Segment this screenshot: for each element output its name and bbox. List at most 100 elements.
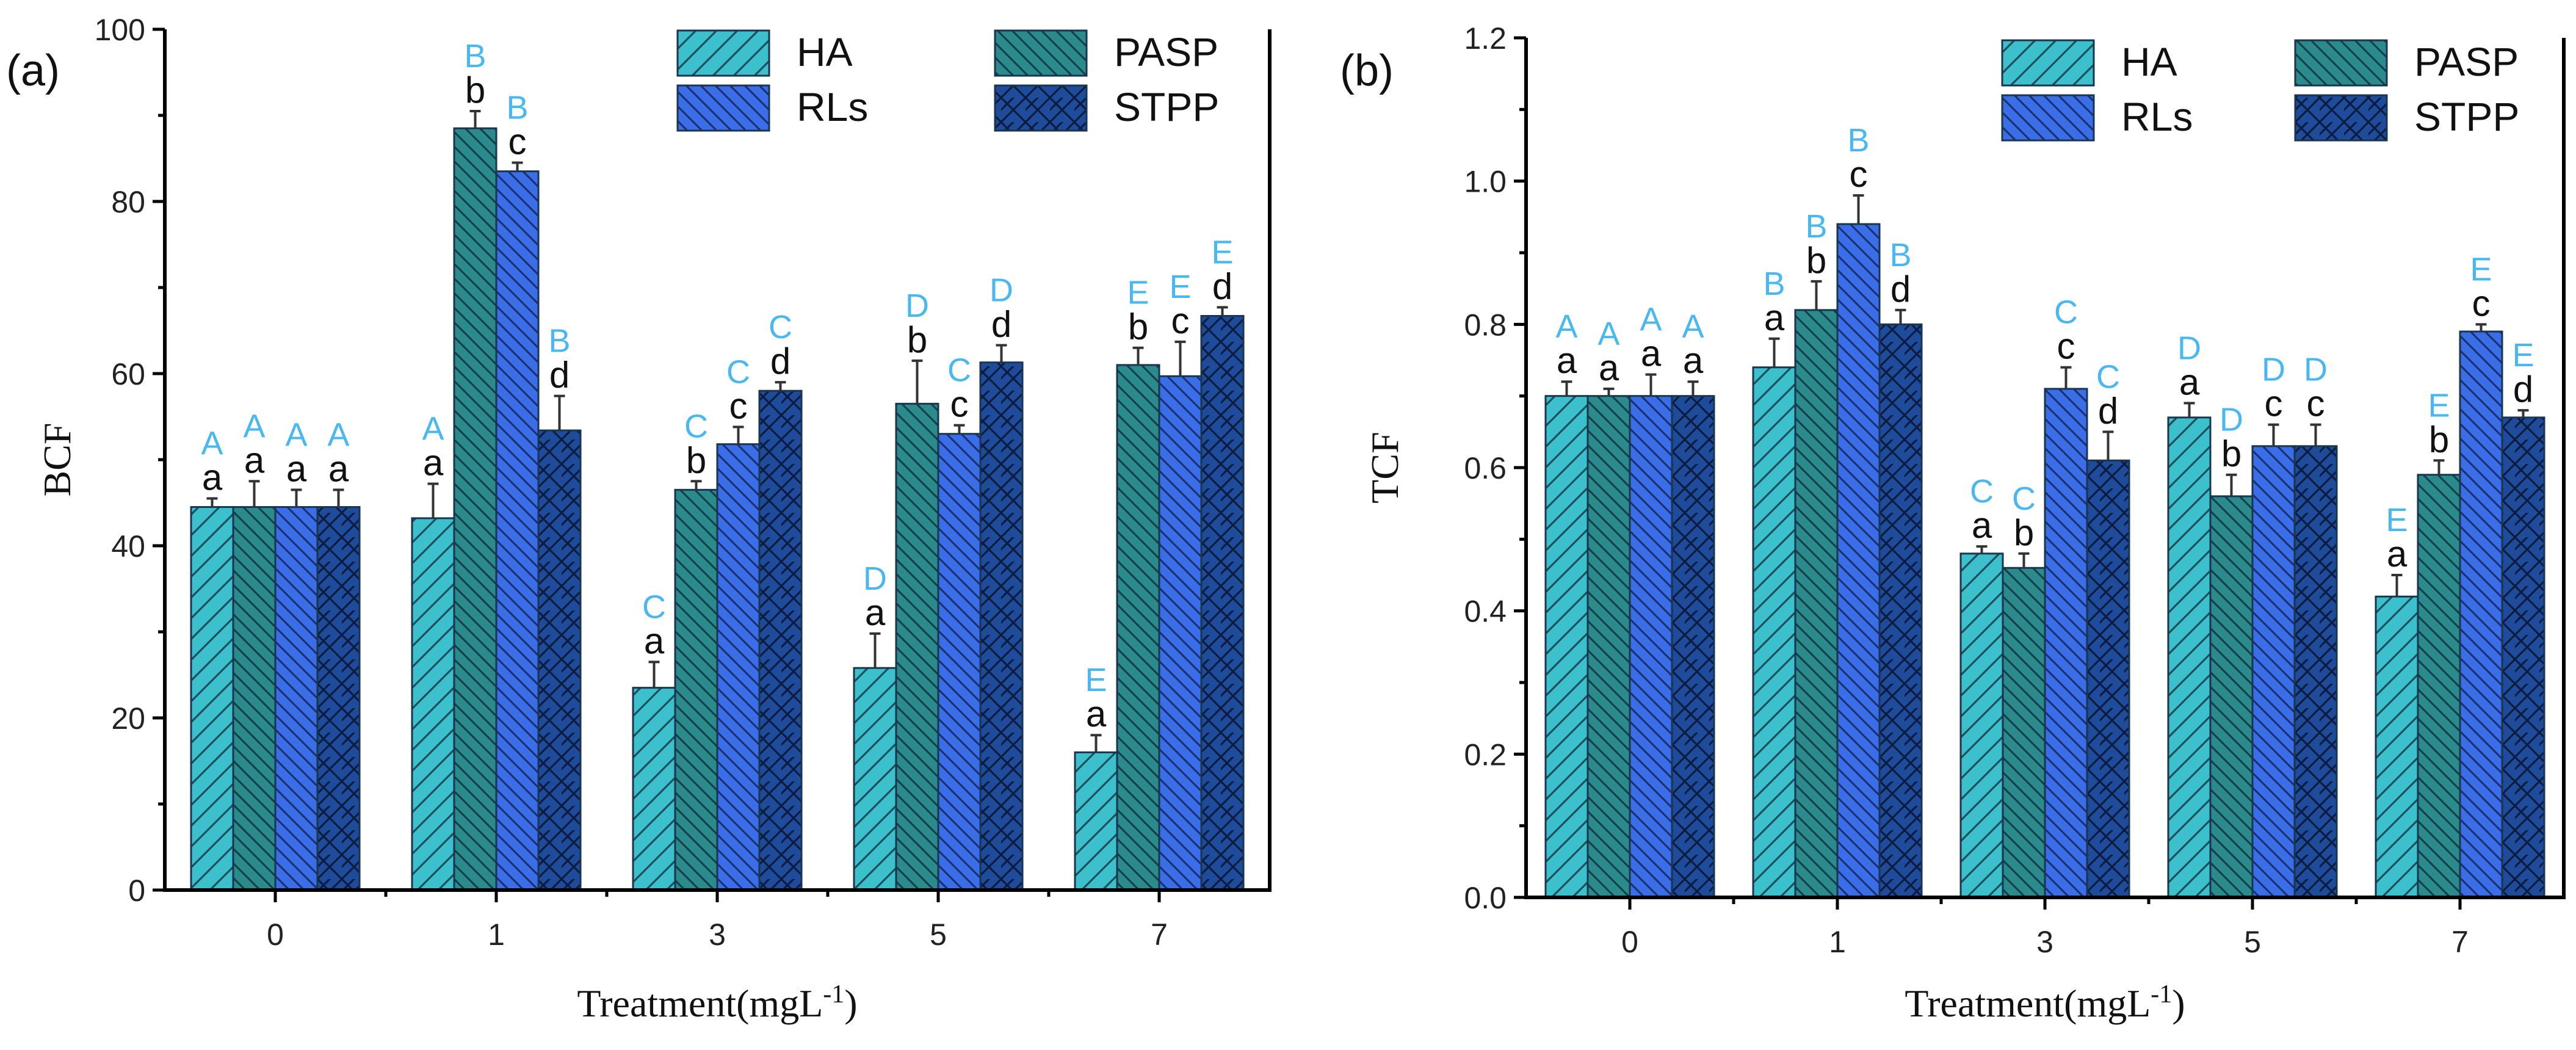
significance-lower: b [465,70,485,110]
legend-label-rls: RLs [2121,94,2193,139]
x-tick-label: 0 [267,918,284,952]
significance-lower: d [1212,266,1232,306]
error-bar [554,394,565,431]
error-bar [1976,545,1988,554]
error-bar [2310,423,2321,446]
bar-stpp-0 [316,506,361,891]
x-tick-label: 7 [2451,925,2469,959]
significance-upper: C [726,353,750,390]
error-bar [2102,430,2114,461]
panel-label: (b) [1340,46,1394,95]
significance-upper: E [1127,275,1149,311]
significance-upper: C [769,309,792,346]
bar-rls-5 [2251,445,2296,899]
significance-lower: c [1171,300,1190,341]
significance-upper: B [1805,208,1827,245]
significance-lower: a [1599,347,1619,388]
significance-upper: E [2512,337,2534,374]
significance-upper: D [2262,352,2285,388]
x-tick-label: 0 [1621,925,1638,959]
significance-upper: E [1211,234,1233,270]
significance-lower: a [202,457,223,498]
significance-lower: c [2265,383,2283,424]
significance-lower: d [2513,369,2533,410]
legend-label-ha: HA [797,29,853,74]
significance-lower: a [423,442,444,483]
significance-upper: C [1970,473,1994,510]
significance-upper: D [905,288,929,324]
legend-label-pasp: PASP [2414,39,2519,84]
y-tick-label: 60 [111,357,145,391]
error-bar [1217,306,1228,316]
y-tick-label: 80 [111,185,145,219]
significance-lower: c [2472,283,2491,324]
bar-pasp-7 [1116,364,1160,891]
bar-pasp-5 [2209,495,2254,899]
bar-pasp-7 [2417,474,2461,899]
bar-pasp-0 [1586,395,1631,899]
bar-ha-5 [2167,416,2212,899]
significance-lower: b [686,440,706,480]
y-tick-label: 100 [95,13,145,47]
error-bar [1687,380,1699,396]
legend-label-stpp: STPP [1114,84,1219,129]
significance-lower: c [1850,154,1868,195]
error-bar [2183,402,2195,418]
error-bar [512,161,523,172]
x-tick-label: 5 [930,918,947,952]
significance-upper: C [2054,294,2078,331]
significance-lower: a [1683,340,1704,381]
bar-ha-0 [1544,395,1589,899]
significance-upper: B [1763,266,1785,302]
legend-swatch-ha [2001,39,2095,87]
significance-lower: a [865,592,886,633]
error-bar [1645,373,1657,396]
significance-lower: b [1128,306,1148,347]
error-bar [2475,323,2487,332]
significance-upper: B [548,323,570,360]
significance-upper: C [642,588,666,625]
x-tick-label: 3 [709,918,726,952]
significance-upper: A [422,410,444,447]
error-bar [1895,308,1906,325]
significance-upper: B [1847,122,1869,159]
error-bar [333,488,344,507]
x-tick-label: 5 [2244,925,2261,959]
legend-swatch-ha [676,29,770,77]
legend: HA PASP RLs STPP [676,29,1219,132]
significance-lower: b [2429,419,2449,460]
bar-rls-1 [495,170,540,891]
legend-label-stpp: STPP [2414,94,2519,139]
significance-upper: E [2428,387,2450,424]
error-bar [1603,387,1615,396]
bar-stpp-0 [1671,395,1715,899]
significance-lower: b [2014,512,2034,553]
legend-swatch-pasp [2294,39,2388,87]
significance-upper: B [506,90,528,126]
significance-lower: d [991,303,1011,344]
error-bar [690,480,702,490]
significance-upper: C [2012,480,2036,517]
y-tick-label: 40 [111,529,145,563]
y-tick-label: 0.0 [1464,881,1507,915]
bar-ha-7 [2375,595,2419,899]
x-axis-title: Treatment(mgL-1) [577,980,857,1025]
significance-upper: E [1169,269,1191,305]
y-axis-title: BCF [35,423,79,497]
error-bar [2433,459,2445,475]
error-bar [206,497,218,507]
significance-upper: A [327,416,349,453]
bar-stpp-7 [1200,315,1245,891]
y-tick-label: 1.2 [1464,21,1507,56]
significance-upper: A [1640,301,1662,338]
y-tick-label: 0.8 [1464,308,1507,342]
bar-pasp-0 [232,506,277,891]
error-bar [1768,337,1780,368]
error-bar [1090,734,1102,753]
significance-lower: a [1972,505,1992,546]
significance-upper: A [243,408,265,444]
significance-lower: a [1086,693,1107,734]
y-tick-label: 0 [128,874,145,908]
x-tick-label: 3 [2036,925,2053,959]
